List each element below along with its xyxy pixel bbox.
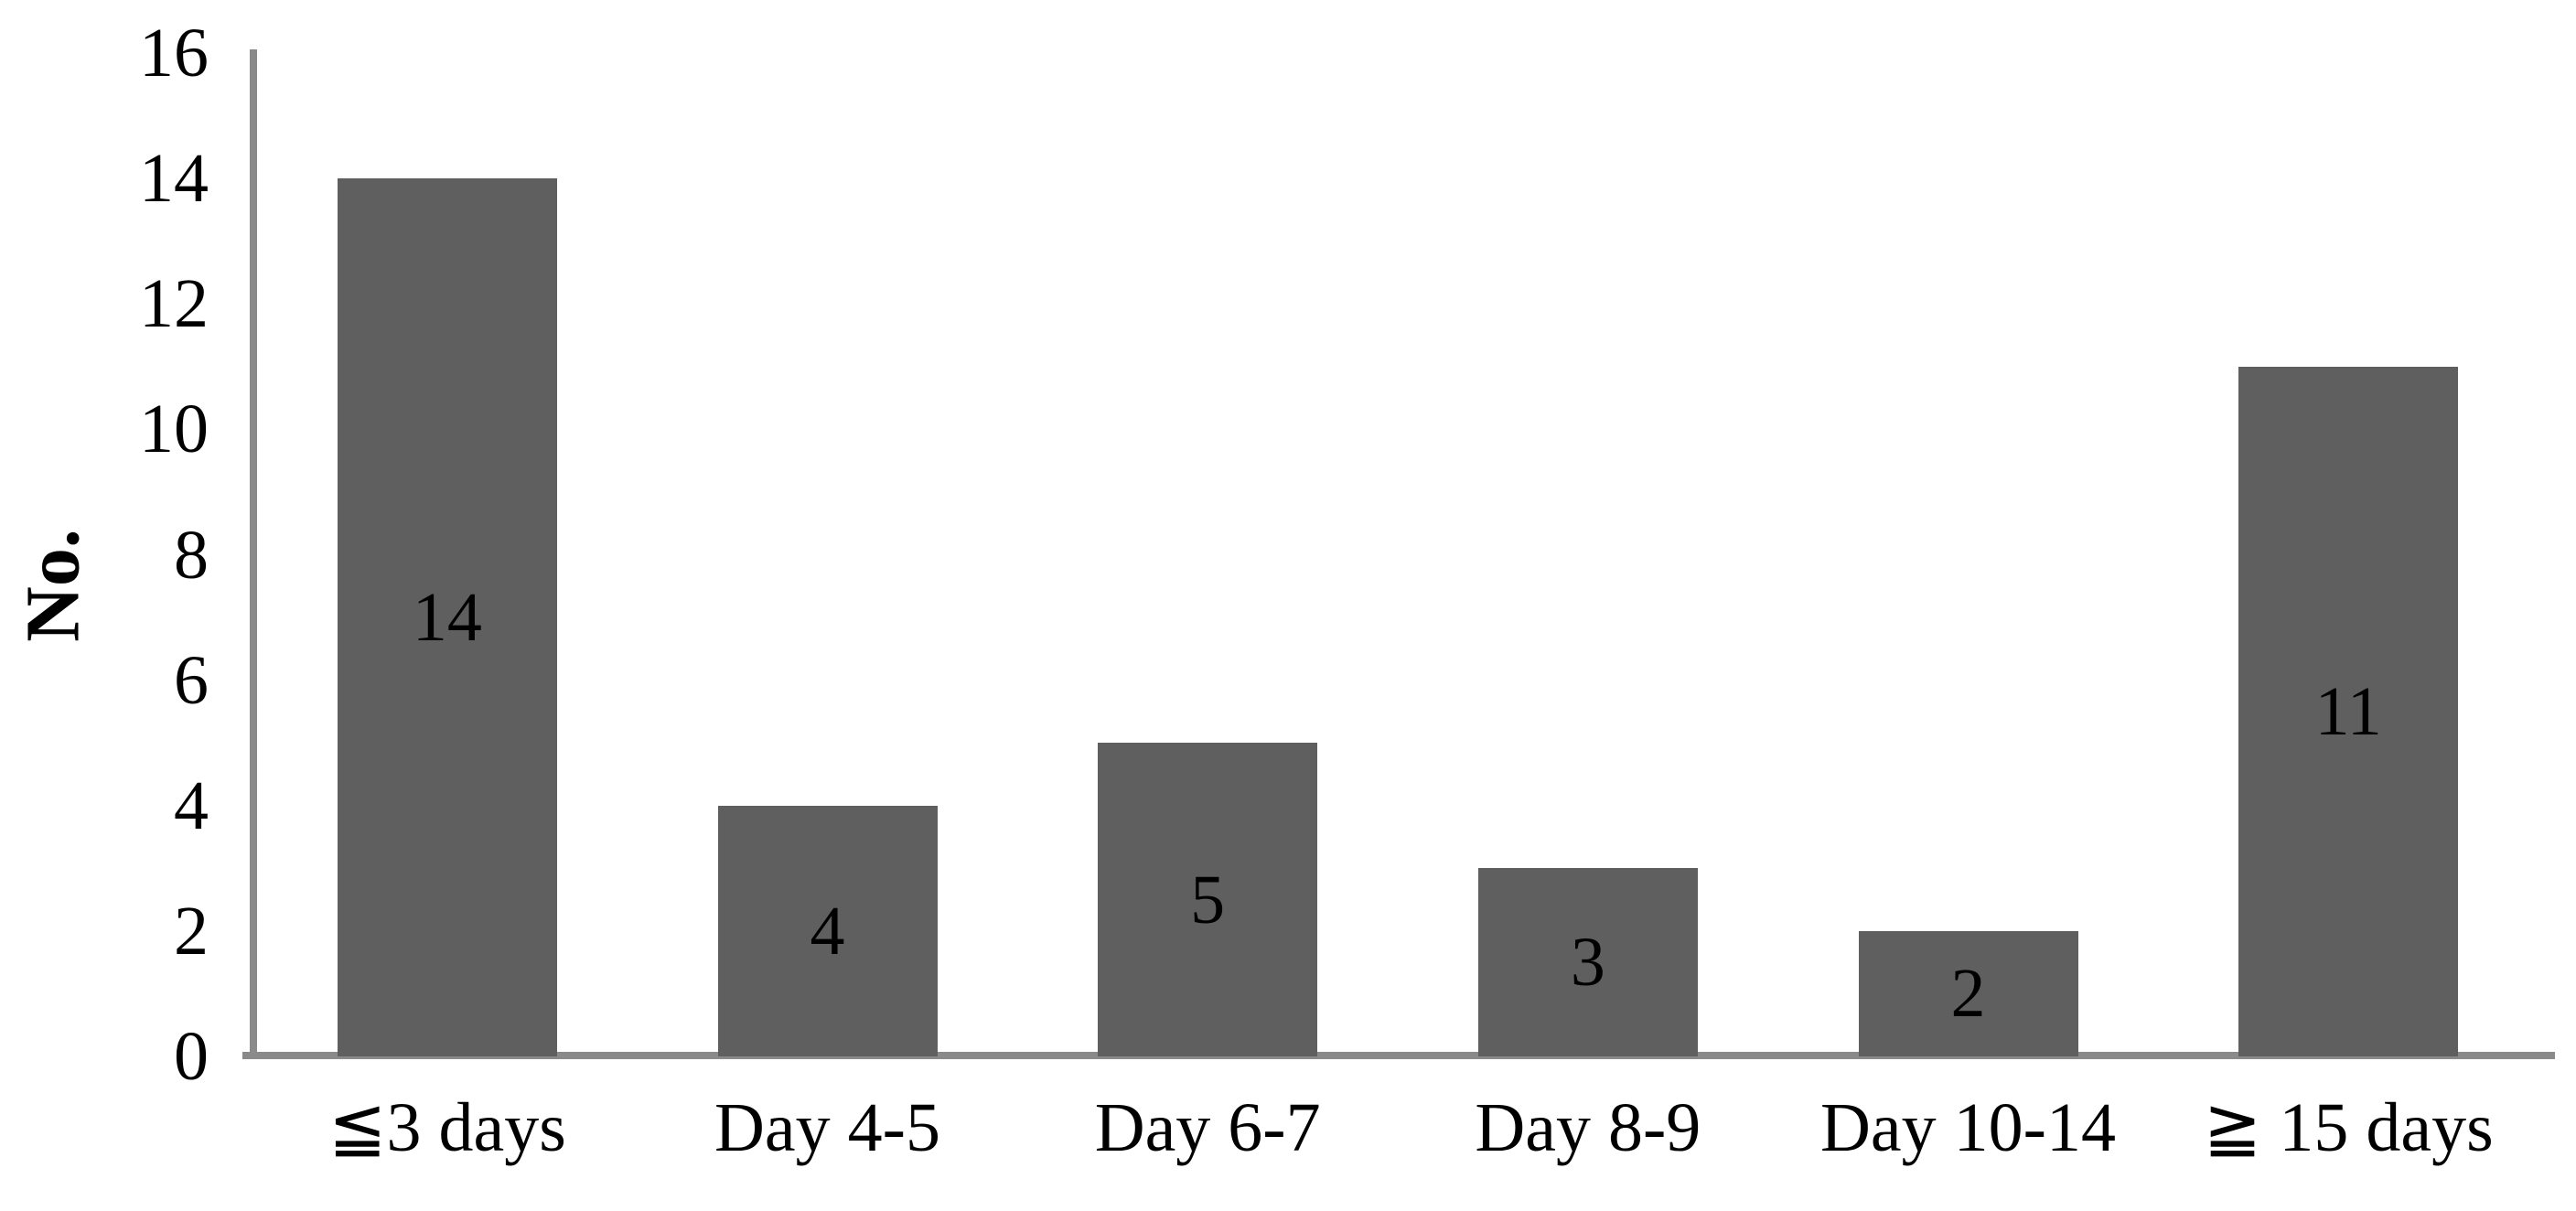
bar: 11 bbox=[2238, 366, 2459, 1056]
x-tick-label: Day 8-9 bbox=[1475, 1089, 1701, 1166]
bar-value-label: 14 bbox=[412, 579, 482, 657]
x-tick-label: ≧ 15 days bbox=[2203, 1089, 2494, 1166]
y-axis-line bbox=[250, 49, 257, 1059]
x-tick-label: Day 4-5 bbox=[714, 1089, 940, 1166]
y-tick-label: 2 bbox=[174, 892, 209, 970]
y-tick-label: 14 bbox=[139, 140, 209, 218]
y-tick-label: 6 bbox=[174, 641, 209, 719]
bar: 5 bbox=[1098, 743, 1318, 1056]
bar-value-label: 3 bbox=[1570, 924, 1605, 1002]
y-tick-label: 4 bbox=[174, 766, 209, 844]
bar-value-label: 11 bbox=[2314, 672, 2382, 750]
y-tick-label: 8 bbox=[174, 516, 209, 594]
y-tick-label: 0 bbox=[174, 1018, 209, 1095]
bar: 2 bbox=[1858, 930, 2078, 1056]
bar: 14 bbox=[337, 178, 557, 1056]
x-axis-line bbox=[242, 1052, 2555, 1059]
y-tick-label: 16 bbox=[139, 15, 209, 91]
x-tick-label: Day 10-14 bbox=[1820, 1089, 2116, 1166]
y-tick-label: 10 bbox=[139, 391, 209, 468]
x-tick-label: ≦3 days bbox=[327, 1089, 566, 1166]
bar-value-label: 5 bbox=[1190, 861, 1226, 938]
y-tick-label: 12 bbox=[139, 265, 209, 343]
bar-value-label: 4 bbox=[810, 892, 845, 970]
bar: 4 bbox=[717, 805, 938, 1056]
bar-value-label: 2 bbox=[1950, 955, 1986, 1033]
bar: 3 bbox=[1477, 868, 1698, 1056]
x-tick-label: Day 6-7 bbox=[1094, 1089, 1321, 1166]
